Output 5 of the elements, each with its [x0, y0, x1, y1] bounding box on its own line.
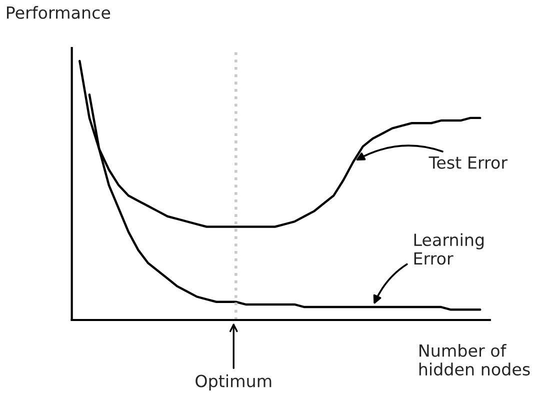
annotation: Learning Error: [414, 233, 484, 265]
y-axis-title: Performance: [6, 6, 110, 19]
annotation: Test Error: [428, 156, 508, 169]
text: Optimum: [196, 374, 272, 391]
x-axis-title: Number of hidden nodes: [419, 344, 530, 376]
